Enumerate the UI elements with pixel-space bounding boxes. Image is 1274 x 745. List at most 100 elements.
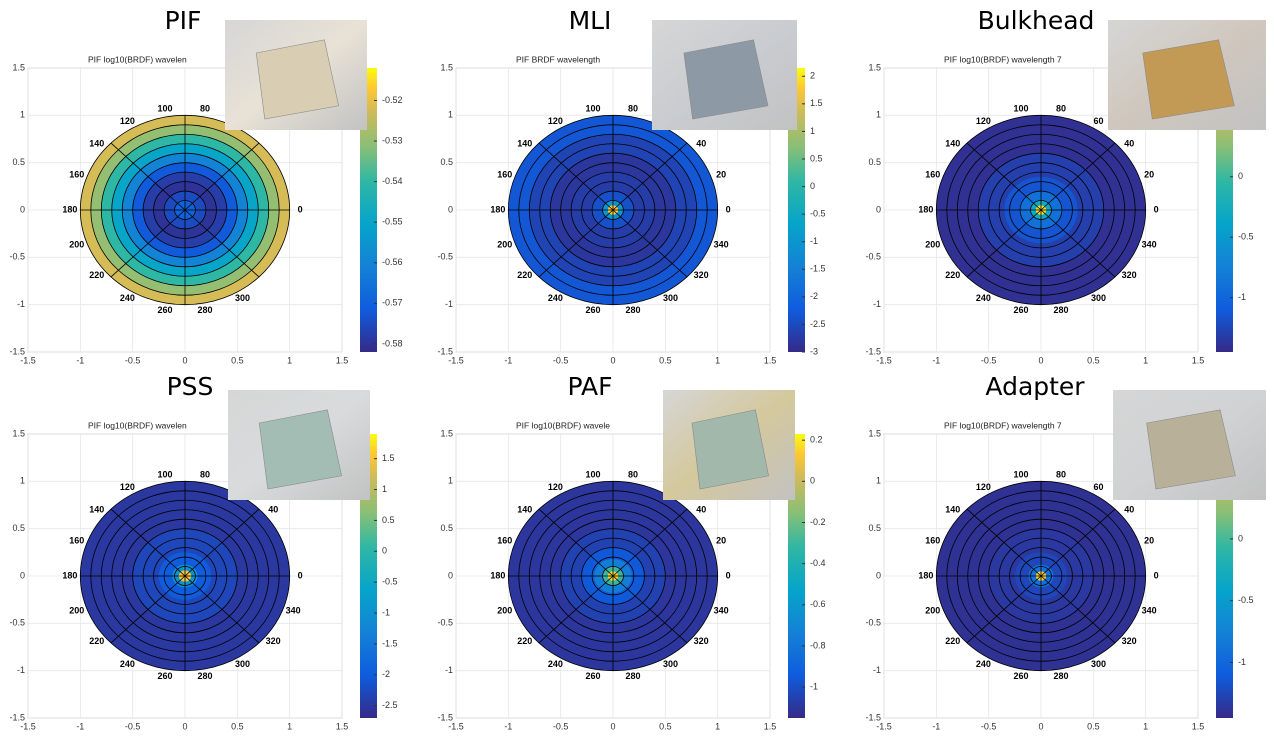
y-tick-label: -0.5 bbox=[437, 618, 453, 628]
angle-label: 240 bbox=[548, 659, 563, 669]
colorbar-tick-label: 0.5 bbox=[382, 515, 395, 525]
colorbar-tick-label: 1.5 bbox=[382, 453, 395, 463]
angle-label: 240 bbox=[976, 293, 991, 303]
angle-label: 40 bbox=[696, 139, 706, 149]
colorbar-tick-label: 0 bbox=[1238, 171, 1243, 181]
angle-label: 140 bbox=[945, 505, 960, 515]
y-tick-label: 0 bbox=[20, 570, 25, 580]
angle-label: 120 bbox=[548, 482, 563, 492]
plot-title: PIF log10(BRDF) wavelen bbox=[88, 420, 187, 430]
x-tick-label: 1.5 bbox=[764, 721, 777, 731]
x-tick-label: 0 bbox=[182, 355, 187, 365]
angle-label: 200 bbox=[497, 239, 512, 249]
angle-label: 140 bbox=[89, 505, 104, 515]
x-tick-label: 1.5 bbox=[1192, 355, 1205, 365]
x-tick-label: 0 bbox=[1038, 721, 1043, 731]
angle-label: 100 bbox=[1013, 470, 1028, 480]
plot-title: PIF log10(BRDF) wavele bbox=[516, 420, 610, 430]
y-tick-label: 1 bbox=[20, 476, 25, 486]
x-tick-label: -1 bbox=[76, 721, 84, 731]
angle-label: 260 bbox=[585, 671, 600, 681]
y-tick-label: -1 bbox=[17, 665, 25, 675]
y-tick-label: 1.5 bbox=[868, 428, 881, 438]
colorbar-tick-label: -0.5 bbox=[1238, 595, 1254, 605]
panel-heading: Adapter bbox=[985, 372, 1085, 401]
y-tick-label: 1.5 bbox=[868, 62, 881, 72]
x-tick-label: 1.5 bbox=[336, 355, 349, 365]
colorbar-tick-label: -1 bbox=[1238, 292, 1246, 302]
panel-heading: PAF bbox=[568, 372, 613, 401]
colorbar-tick-label: -0.57 bbox=[382, 298, 403, 308]
colorbar-tick-label: -0.4 bbox=[810, 558, 826, 568]
colorbar-tick-label: -1 bbox=[1238, 657, 1246, 667]
x-tick-label: 0.5 bbox=[1087, 721, 1100, 731]
angle-label: 340 bbox=[1142, 605, 1157, 615]
angle-label: 280 bbox=[625, 671, 640, 681]
angle-label: 320 bbox=[694, 636, 709, 646]
colorbar-tick-label: 0.5 bbox=[810, 153, 823, 163]
panel: -1.5-1-0.500.511.5-1.5-1-0.500.511.50408… bbox=[9, 372, 397, 731]
x-tick-label: 1 bbox=[287, 355, 292, 365]
angle-label: 220 bbox=[89, 636, 104, 646]
angle-label: 240 bbox=[976, 659, 991, 669]
sample-plate bbox=[1143, 40, 1235, 119]
sample-plate bbox=[256, 40, 338, 119]
y-tick-label: -1 bbox=[445, 299, 453, 309]
angle-label: 100 bbox=[157, 104, 172, 114]
colorbar-tick-label: -3 bbox=[810, 346, 818, 356]
angle-label: 300 bbox=[235, 293, 250, 303]
angle-label: 340 bbox=[714, 239, 729, 249]
y-tick-label: 0 bbox=[448, 204, 453, 214]
angle-label: 0 bbox=[726, 570, 731, 580]
colorbar-tick-label: -2.5 bbox=[810, 319, 826, 329]
colorbar-tick-label: -0.53 bbox=[382, 135, 403, 145]
colorbar-tick-label: -0.52 bbox=[382, 95, 403, 105]
y-tick-label: -1.5 bbox=[437, 346, 453, 356]
angle-label: 300 bbox=[1091, 293, 1106, 303]
colorbar-tick-label: 1.5 bbox=[810, 98, 823, 108]
colorbar-tick-label: -0.2 bbox=[810, 517, 826, 527]
colorbar-tick-label: -0.56 bbox=[382, 257, 403, 267]
colorbar-tick-label: -1.5 bbox=[810, 264, 826, 274]
colorbar-tick-label: 0 bbox=[810, 181, 815, 191]
y-tick-label: 1 bbox=[876, 476, 881, 486]
sample-plate bbox=[684, 40, 768, 119]
sample-plate bbox=[259, 410, 341, 489]
colorbar-tick-label: 1 bbox=[382, 484, 387, 494]
angle-label: 300 bbox=[663, 293, 678, 303]
colorbar-tick-label: -1 bbox=[382, 607, 390, 617]
y-tick-label: 0.5 bbox=[440, 523, 453, 533]
colorbar-tick-label: 0 bbox=[1238, 533, 1243, 543]
x-tick-label: 1 bbox=[287, 721, 292, 731]
y-tick-label: 0.5 bbox=[868, 157, 881, 167]
colorbar-tick-label: 2 bbox=[810, 71, 815, 81]
angle-label: 20 bbox=[1144, 169, 1154, 179]
angle-label: 300 bbox=[1091, 659, 1106, 669]
angle-label: 220 bbox=[517, 270, 532, 280]
panel-heading: Bulkhead bbox=[978, 6, 1095, 35]
x-tick-label: -1.5 bbox=[876, 355, 892, 365]
angle-label: 160 bbox=[497, 535, 512, 545]
x-tick-label: -1 bbox=[932, 721, 940, 731]
angle-label: 80 bbox=[1056, 470, 1066, 480]
x-tick-label: -1.5 bbox=[20, 355, 36, 365]
panel-heading: PSS bbox=[167, 372, 214, 401]
x-tick-label: 0 bbox=[1038, 355, 1043, 365]
y-tick-label: 0.5 bbox=[12, 523, 25, 533]
angle-label: 220 bbox=[517, 636, 532, 646]
x-tick-label: 0 bbox=[610, 721, 615, 731]
y-tick-label: 1 bbox=[20, 110, 25, 120]
y-tick-label: -0.5 bbox=[865, 252, 881, 262]
colorbar-tick-label: -2 bbox=[382, 669, 390, 679]
y-tick-label: 0.5 bbox=[12, 157, 25, 167]
y-tick-label: 1 bbox=[448, 476, 453, 486]
angle-label: 80 bbox=[200, 104, 210, 114]
angle-label: 200 bbox=[925, 605, 940, 615]
plot-title: PIF log10(BRDF) wavelength 7 bbox=[944, 54, 1062, 64]
angle-label: 140 bbox=[517, 505, 532, 515]
angle-label: 320 bbox=[694, 270, 709, 280]
colorbar-tick-label: 1 bbox=[810, 126, 815, 136]
x-tick-label: 1 bbox=[1143, 355, 1148, 365]
colorbar-tick-label: -0.5 bbox=[1238, 232, 1254, 242]
angle-label: 340 bbox=[286, 605, 301, 615]
